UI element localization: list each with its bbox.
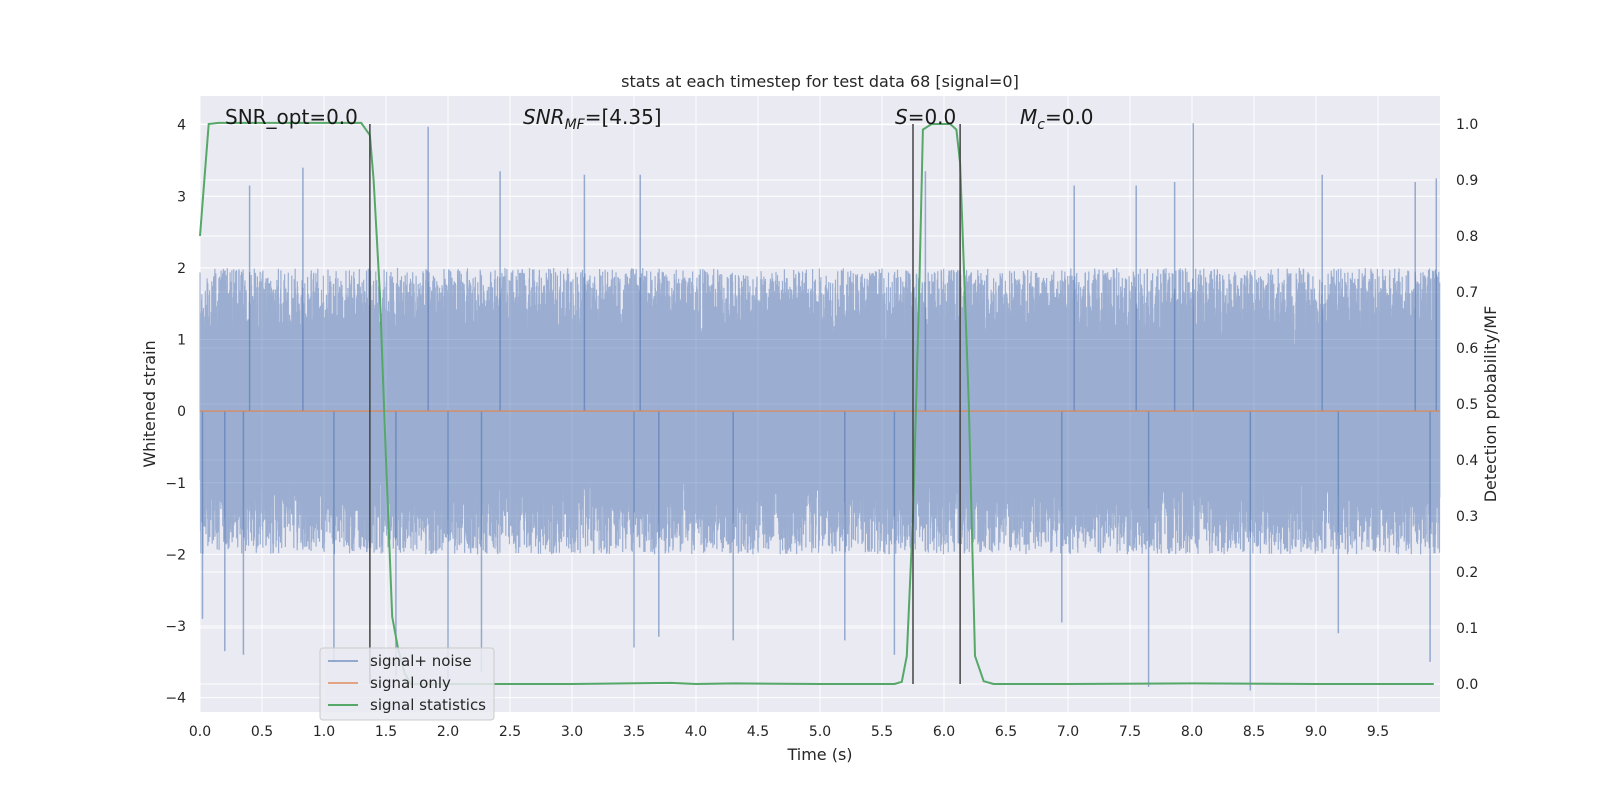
x-tick-label-19: 9.5 (1367, 724, 1389, 740)
y2-tick-label-2: 0.8 (1456, 229, 1478, 245)
y-tick-label-5: −1 (165, 476, 186, 492)
legend-label-signal-noise: signal+ noise (370, 652, 472, 670)
y-tick-label-7: −3 (165, 619, 186, 635)
x-tick-label-16: 8.0 (1181, 724, 1203, 740)
annotation-s: S=0.0 (895, 105, 956, 129)
series-signal-statistics (199, 121, 1434, 686)
chart-title: stats at each timestep for test data 68 … (621, 72, 1019, 91)
y-tick-labels: 4 3 2 1 0 −1 −2 −3 −4 (165, 118, 186, 707)
x-tick-label-5: 2.5 (499, 724, 521, 740)
x-tick-label-4: 2.0 (437, 724, 459, 740)
legend: signal+ noise signal only signal statist… (319, 647, 495, 721)
y2-tick-label-7: 0.3 (1456, 509, 1478, 525)
series-signal-noise (199, 123, 1441, 691)
y-tick-label-8: −4 (165, 691, 186, 707)
x-tick-label-1: 0.5 (251, 724, 273, 740)
y-axis-label: Whitened strain (140, 340, 159, 467)
x-tick-label-9: 4.5 (747, 724, 769, 740)
x-tick-label-13: 6.5 (995, 724, 1017, 740)
vertical-markers (369, 124, 961, 684)
y2-tick-label-0: 1.0 (1456, 117, 1478, 133)
x-tick-label-3: 1.5 (375, 724, 397, 740)
x-tick-label-0: 0.0 (189, 724, 211, 740)
annotation-mc: Mc=0.0 (1020, 105, 1094, 133)
annotation-snr-mf: SNRMF=[4.35] (523, 105, 662, 133)
y2-tick-label-5: 0.5 (1456, 397, 1478, 413)
legend-label-signal-only: signal only (370, 674, 451, 692)
y-tick-label-4: 0 (177, 404, 186, 420)
x-axis-label: Time (s) (786, 745, 852, 764)
y2-tick-label-4: 0.6 (1456, 341, 1478, 357)
y2-tick-labels: 1.0 0.9 0.8 0.7 0.6 0.5 0.4 0.3 0.2 0.1 0.0 (1456, 117, 1478, 693)
y-tick-label-3: 1 (177, 333, 186, 349)
y2-tick-label-10: 0.0 (1456, 677, 1478, 693)
x-tick-label-8: 4.0 (685, 724, 707, 740)
y2-tick-label-1: 0.9 (1456, 173, 1478, 189)
x-tick-label-10: 5.0 (809, 724, 831, 740)
y-tick-label-6: −2 (165, 547, 186, 563)
annotation-snr-opt: SNR_opt=0.0 (225, 105, 358, 129)
y2-tick-label-9: 0.1 (1456, 621, 1478, 637)
legend-label-signal-statistics: signal statistics (370, 696, 486, 714)
y-tick-label-2: 2 (177, 261, 186, 277)
y2-tick-label-8: 0.2 (1456, 565, 1478, 581)
x-tick-label-15: 7.5 (1119, 724, 1141, 740)
x-tick-label-11: 5.5 (871, 724, 893, 740)
legend-box (319, 647, 495, 721)
y-tick-label-0: 4 (177, 118, 186, 134)
x-tick-label-14: 7.0 (1057, 724, 1079, 740)
x-tick-label-18: 9.0 (1305, 724, 1327, 740)
y2-tick-label-3: 0.7 (1456, 285, 1478, 301)
x-tick-label-7: 3.5 (623, 724, 645, 740)
y2-tick-label-6: 0.4 (1456, 453, 1478, 469)
x-tick-label-12: 6.0 (933, 724, 955, 740)
x-tick-label-17: 8.5 (1243, 724, 1265, 740)
x-tick-labels: 0.0 0.5 1.0 1.5 2.0 2.5 3.0 3.5 4.0 4.5 5.0 5.5 6.0 6… (189, 724, 1389, 740)
signal-statistics-line (199, 121, 1434, 686)
x-tick-label-6: 3.0 (561, 724, 583, 740)
x-tick-label-2: 1.0 (313, 724, 335, 740)
y2-axis-label: Detection probability/MF (1481, 306, 1500, 503)
noise-trace (199, 267, 1441, 555)
y-tick-label-1: 3 (177, 189, 186, 205)
